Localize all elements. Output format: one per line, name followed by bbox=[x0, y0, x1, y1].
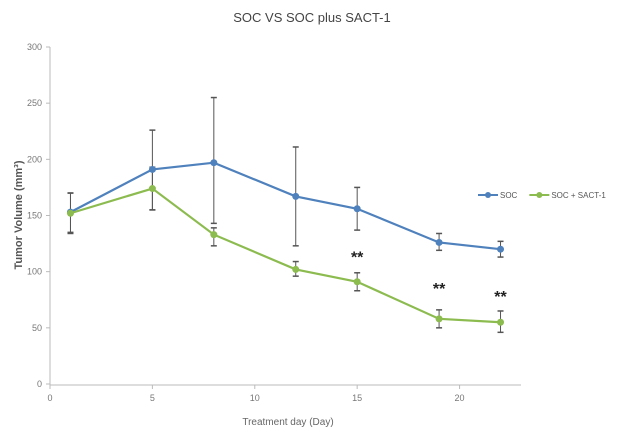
x-tick-label: 20 bbox=[455, 393, 465, 403]
y-tick-label: 300 bbox=[27, 42, 42, 52]
chart-title: SOC VS SOC plus SACT-1 bbox=[233, 10, 391, 25]
series-line-0 bbox=[69, 161, 501, 251]
data-point bbox=[148, 185, 156, 193]
data-point bbox=[292, 192, 300, 200]
x-tick-label: 0 bbox=[47, 393, 52, 403]
significance-annotation: ** bbox=[351, 250, 364, 267]
x-tick-label: 10 bbox=[250, 393, 260, 403]
legend-marker bbox=[485, 192, 491, 198]
y-tick-label: 100 bbox=[27, 267, 42, 277]
x-tick-label: 15 bbox=[352, 393, 362, 403]
data-point bbox=[435, 238, 443, 246]
data-point bbox=[66, 209, 74, 217]
data-point bbox=[292, 265, 300, 273]
data-point bbox=[210, 159, 218, 167]
y-tick-label: 50 bbox=[32, 323, 42, 333]
data-point bbox=[148, 165, 156, 173]
series-line-1 bbox=[70, 187, 501, 324]
y-axis-label: Tumor Volume (mm³) bbox=[13, 160, 25, 269]
legend-marker bbox=[536, 192, 543, 198]
significance-annotation: ** bbox=[433, 281, 446, 298]
data-point bbox=[210, 231, 218, 239]
x-tick-label: 5 bbox=[150, 393, 155, 403]
y-tick-label: 150 bbox=[27, 211, 42, 221]
legend-label: SOC + SACT-1 bbox=[551, 191, 606, 200]
data-point bbox=[497, 318, 505, 326]
significance-annotation: ** bbox=[494, 289, 507, 306]
data-point bbox=[435, 315, 443, 323]
y-tick-label: 250 bbox=[27, 98, 42, 108]
y-tick-label: 0 bbox=[37, 379, 42, 389]
x-axis-label: Treatment day (Day) bbox=[242, 417, 333, 428]
y-tick-label: 200 bbox=[27, 154, 42, 164]
legend-label: SOC bbox=[500, 191, 518, 200]
data-point bbox=[353, 278, 361, 286]
data-point bbox=[353, 205, 361, 213]
data-point bbox=[497, 245, 505, 253]
